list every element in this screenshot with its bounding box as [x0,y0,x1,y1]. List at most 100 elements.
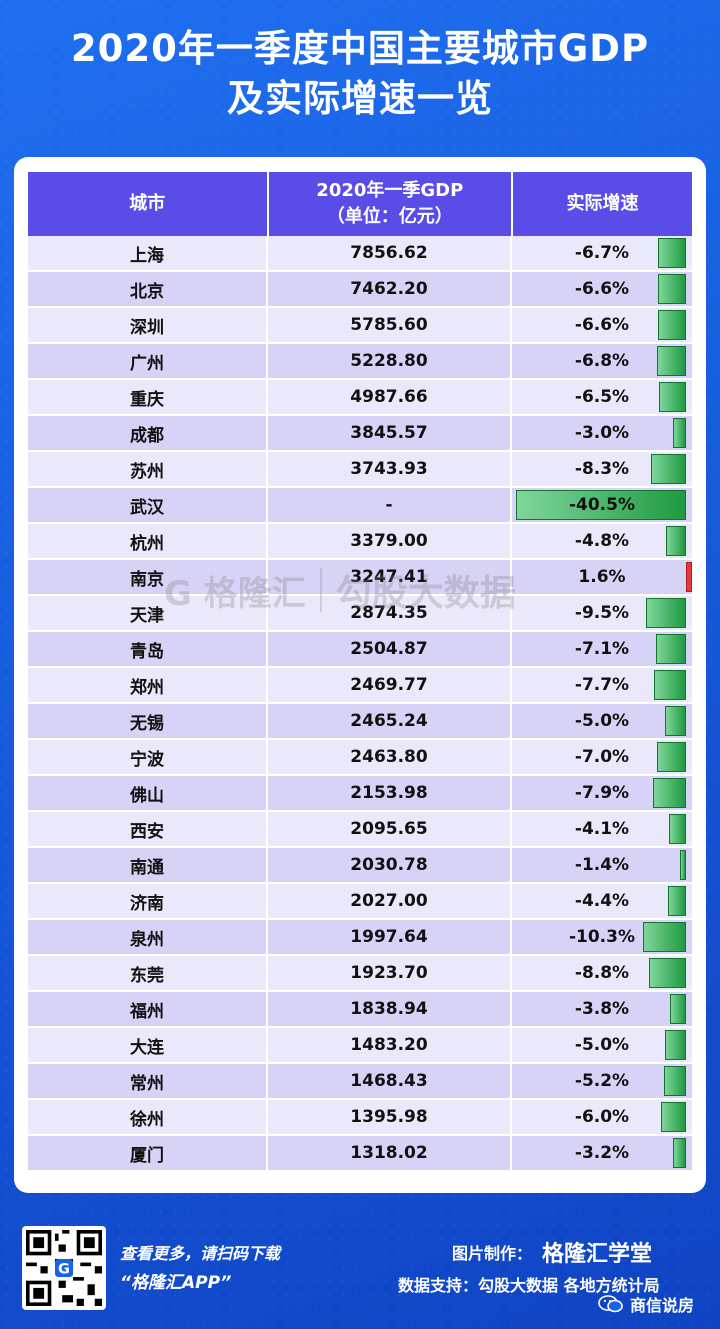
cell-gdp: 3743.93 [268,452,512,486]
table-row: 上海 7856.62 -6.7% [28,236,692,272]
growth-value: -7.7% [574,675,630,695]
growth-value: -8.8% [574,963,630,983]
growth-bar-negative [665,526,686,556]
growth-value: -4.4% [574,891,630,911]
growth-bar-positive [686,562,692,592]
cell-city: 大连 [28,1028,268,1062]
cell-growth: -7.0% [512,740,692,774]
table-row: 常州 1468.43 -5.2% [28,1064,692,1100]
growth-value: -7.9% [574,783,630,803]
table-header: 城市 2020年一季GDP （单位：亿元） 实际增速 [28,172,692,236]
growth-bar-negative [660,1102,686,1132]
wechat-account-name: 商信说房 [630,1296,695,1315]
cell-city: 成都 [28,416,268,450]
cell-growth: -10.3% [512,920,692,954]
cell-city: 杭州 [28,524,268,558]
growth-bar-negative [657,238,686,268]
wechat-badge: 商信说房 [598,1292,694,1316]
table-row: 北京 7462.20 -6.6% [28,272,692,308]
growth-value: -9.5% [574,603,630,623]
growth-bar-negative [667,886,686,916]
growth-value: -6.5% [574,387,630,407]
growth-bar-negative [673,418,686,448]
cell-gdp: 1997.64 [268,920,512,954]
cell-growth: -3.2% [512,1136,692,1170]
cell-city: 北京 [28,272,268,306]
cell-gdp: 1923.70 [268,956,512,990]
growth-value: -7.1% [574,639,630,659]
cell-growth: -6.6% [512,308,692,342]
qr-code[interactable]: G [22,1226,106,1310]
cell-growth: -6.0% [512,1100,692,1134]
header-gdp-line2: （单位：亿元） [326,206,453,227]
growth-value: -7.0% [574,747,630,767]
growth-bar-negative [516,490,686,520]
cell-gdp: 2504.87 [268,632,512,666]
growth-value: -40.5% [568,495,636,515]
table-row: 郑州 2469.77 -7.7% [28,668,692,704]
growth-bar-negative [657,346,686,376]
gdp-table: 城市 2020年一季GDP （单位：亿元） 实际增速 上海 7856.62 -6.7… [28,172,692,1172]
growth-bar-negative [665,1030,686,1060]
cell-growth: -4.1% [512,812,692,846]
cell-gdp: 4987.66 [268,380,512,414]
cell-growth: -5.0% [512,1028,692,1062]
table-row: 厦门 1318.02 -3.2% [28,1136,692,1172]
footer-data-support: 数据支持：勾股大数据 各地方统计局 [398,1276,660,1295]
title-line-2: 及实际增速一览 [227,77,493,120]
growth-bar-negative [658,382,686,412]
cell-growth: -5.0% [512,704,692,738]
cell-growth: -6.6% [512,272,692,306]
growth-bar-negative [680,850,686,880]
table-row: 武汉 - -40.5% [28,488,692,524]
cell-city: 泉州 [28,920,268,954]
cell-gdp: 1468.43 [268,1064,512,1098]
cell-city: 福州 [28,992,268,1026]
table-row: 青岛 2504.87 -7.1% [28,632,692,668]
made-by-label: 图片制作： [452,1244,533,1263]
table-row: 徐州 1395.98 -6.0% [28,1100,692,1136]
growth-bar-negative [665,706,686,736]
growth-bar-negative [672,1138,686,1168]
growth-bar-negative [670,994,686,1024]
qr-code-icon: G [26,1230,102,1306]
cell-growth: -3.8% [512,992,692,1026]
cell-growth: -40.5% [512,488,692,522]
cell-growth: -9.5% [512,596,692,630]
growth-value: -8.3% [574,459,630,479]
cell-gdp: 2027.00 [268,884,512,918]
table-row: 重庆 4987.66 -6.5% [28,380,692,416]
page-title: 2020年一季度中国主要城市GDP 及实际增速一览 [0,24,720,124]
table-row: 宁波 2463.80 -7.0% [28,740,692,776]
cell-gdp: 3379.00 [268,524,512,558]
cell-city: 南通 [28,848,268,882]
footer-more-text: 查看更多，请扫码下载 [120,1244,281,1263]
cell-city: 深圳 [28,308,268,342]
growth-value: 1.6% [578,567,626,587]
cell-gdp: 2463.80 [268,740,512,774]
cell-growth: -1.4% [512,848,692,882]
table-row: 济南 2027.00 -4.4% [28,884,692,920]
growth-bar-negative [656,742,686,772]
growth-value: -5.0% [574,711,630,731]
growth-bar-negative [649,958,686,988]
cell-city: 宁波 [28,740,268,774]
growth-bar-negative [664,1066,686,1096]
cell-city: 无锡 [28,704,268,738]
header-gdp: 2020年一季GDP （单位：亿元） [269,172,514,236]
growth-bar-negative [653,670,686,700]
cell-gdp: 3247.41 [268,560,512,594]
table-row: 泉州 1997.64 -10.3% [28,920,692,956]
cell-city: 青岛 [28,632,268,666]
growth-bar-negative [656,634,686,664]
cell-gdp: - [268,488,512,522]
growth-value: -6.0% [574,1107,630,1127]
cell-growth: -8.3% [512,452,692,486]
cell-city: 西安 [28,812,268,846]
cell-growth: -7.1% [512,632,692,666]
cell-growth: -4.4% [512,884,692,918]
cell-gdp: 7856.62 [268,236,512,270]
cell-city: 南京 [28,560,268,594]
cell-gdp: 2153.98 [268,776,512,810]
cell-gdp: 2874.35 [268,596,512,630]
